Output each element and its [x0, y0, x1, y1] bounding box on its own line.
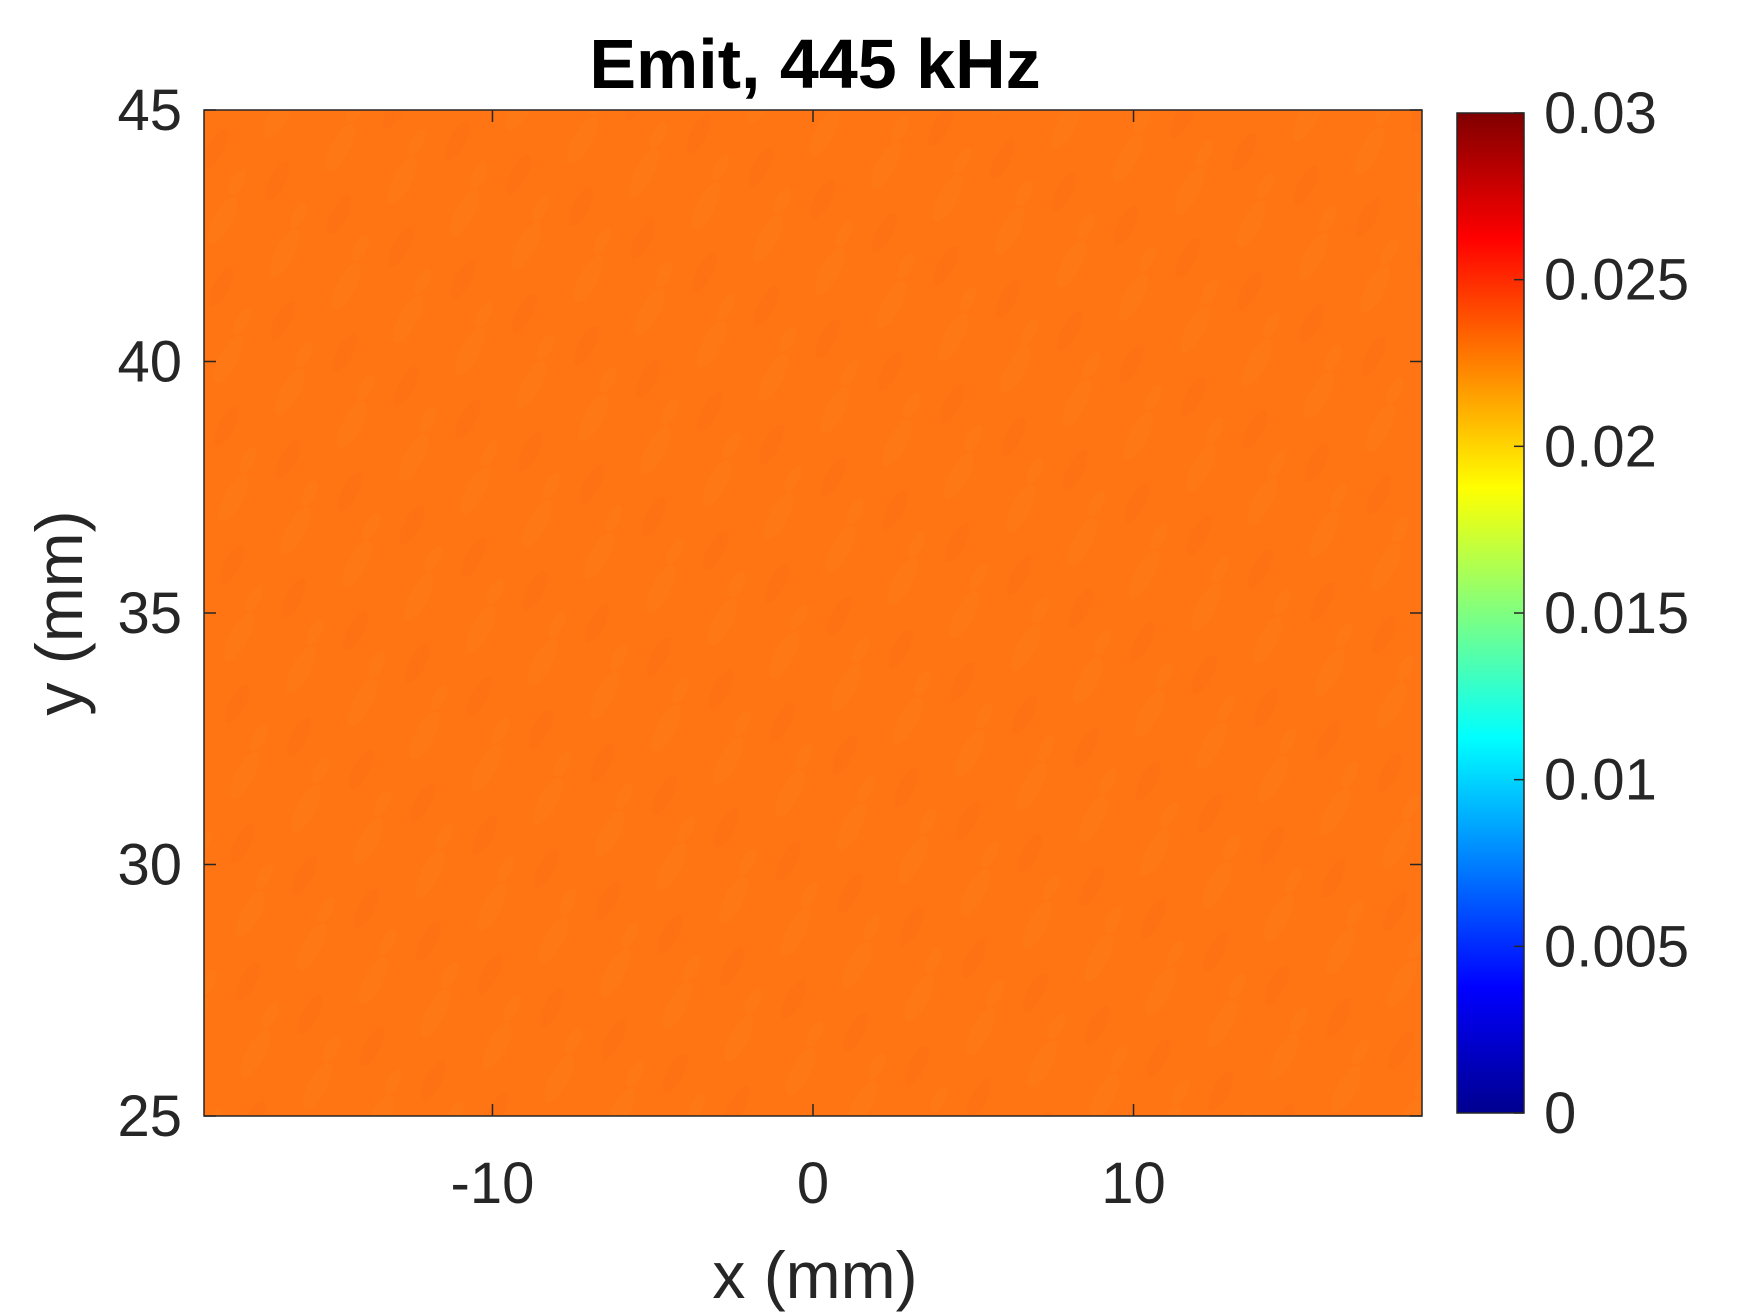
chart-title: Emit, 445 kHz [589, 25, 1040, 103]
y-tick-label: 25 [117, 1084, 182, 1149]
y-tick-label: 30 [117, 833, 182, 898]
y-axis-ticks: 25 30 35 40 45 [117, 78, 1422, 1149]
heatmap-texture [204, 110, 1422, 1116]
x-tick-label: -10 [451, 1151, 535, 1216]
x-tick-label: 10 [1101, 1151, 1166, 1216]
colorbar-tick-label: 0.02 [1544, 414, 1657, 479]
colorbar-tick-label: 0 [1544, 1081, 1576, 1146]
y-tick-label: 45 [117, 78, 182, 143]
y-tick-label: 35 [117, 581, 182, 646]
colorbar-gradient [1456, 112, 1525, 1114]
x-axis-label: x (mm) [712, 1238, 917, 1312]
y-axis-label: y (mm) [22, 510, 96, 715]
colorbar-tick-label: 0.01 [1544, 748, 1657, 813]
x-tick-label: 0 [797, 1151, 829, 1216]
x-axis-ticks: -10 0 10 [451, 110, 1166, 1216]
colorbar-tick-label: 0.015 [1544, 581, 1689, 646]
colorbar: 0 0.005 0.01 0.015 0.02 0.025 0.03 [1456, 81, 1689, 1146]
plot-area [203, 109, 1423, 1117]
colorbar-tick-label: 0.005 [1544, 914, 1689, 979]
colorbar-tick-label: 0.03 [1544, 81, 1657, 146]
y-tick-label: 40 [117, 330, 182, 395]
colorbar-ticks: 0 0.005 0.01 0.015 0.02 0.025 0.03 [1514, 81, 1689, 1146]
colorbar-tick-label: 0.025 [1544, 248, 1689, 313]
